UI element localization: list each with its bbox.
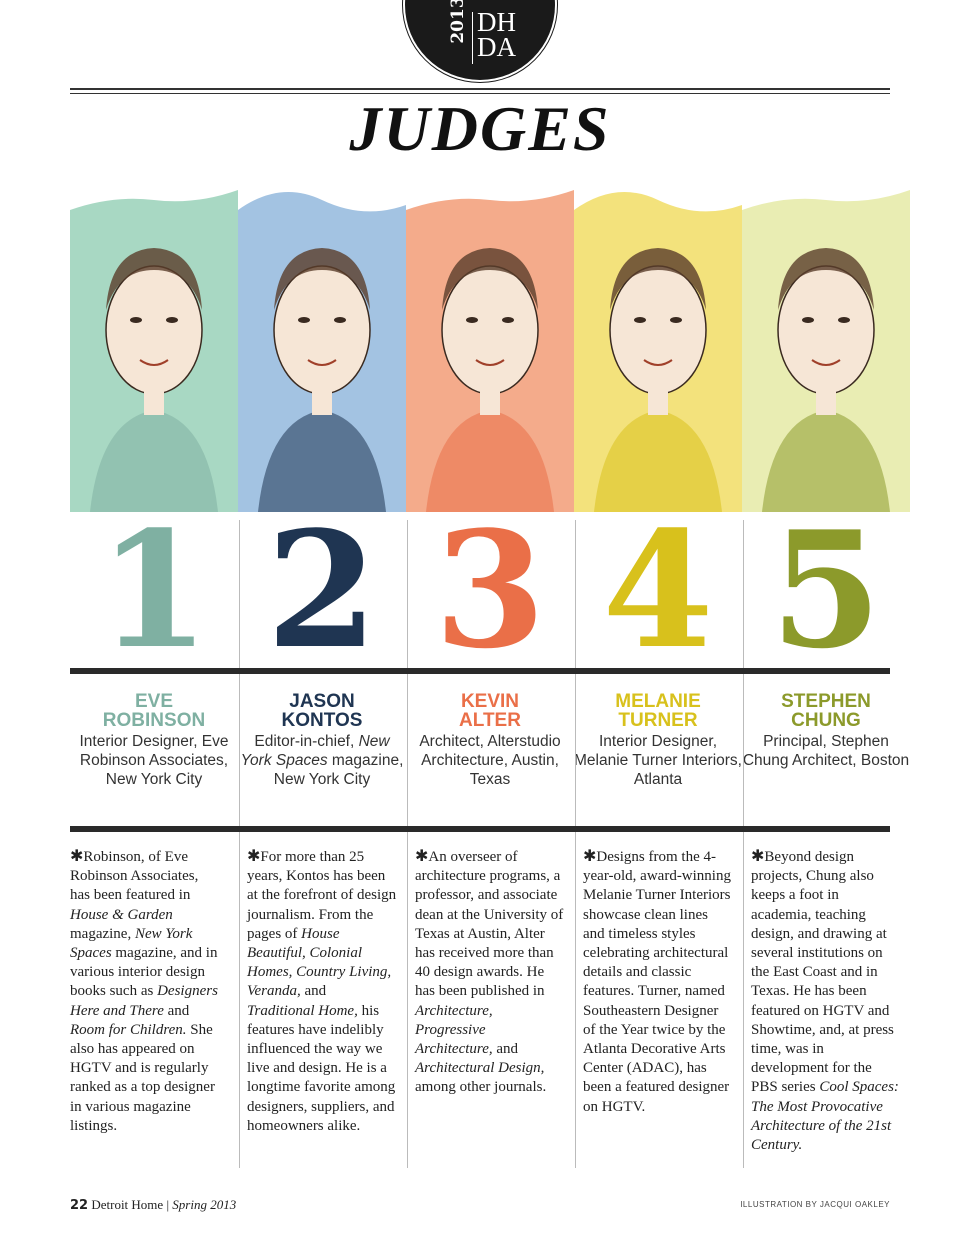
italic-title: Cool Spaces: The Most Provocative Archit… [751,1079,899,1154]
top-rule-thin [70,93,890,94]
column-divider [575,674,576,826]
text-segment: and [163,1002,190,1019]
judge-role: Interior Designer, Melanie Turner Interi… [574,732,742,789]
judge-bio: ✱Beyond design projects, Chung also keep… [751,846,901,1155]
judge-number: 4 [602,496,714,684]
italic-title: Traditional Home, [247,1002,358,1019]
judge-name: KEVIN ALTER [459,691,521,731]
text-segment: Robinson, of Eve Robinson Associates, ha… [70,849,199,904]
text-segment: among other journals. [415,1079,547,1096]
judge-bio: ✱An overseer of architecture programs, a… [415,846,565,1098]
divider-bar [70,826,890,832]
judge-name-block: EVE ROBINSON Interior Designer, Eve Robins… [70,692,238,789]
judge-portrait [742,170,910,512]
top-rule [70,88,890,90]
italic-title: Designers Here and There [70,983,218,1019]
judge-name-block: KEVIN ALTER Architect, Alterstudio Archite… [406,692,574,789]
judge-bio: ✱For more than 25 years, Kontos has been… [247,846,397,1136]
column-divider [575,520,576,668]
divider-bar [70,668,890,674]
asterisk-icon: ✱ [751,846,765,865]
judge-name-block: JASON KONTOS Editor-in-chief, New York Spa… [238,692,406,789]
text-segment: Designs from the 4-year-old, award-winni… [583,849,731,1115]
judge-name: STEPHEN CHUNG [781,691,871,731]
judge-name-block: STEPHEN CHUNG Principal, Stephen Chung Arc… [742,692,910,770]
column-divider [407,674,408,826]
illustration-credit: ILLUSTRATION BY JACQUI OAKLEY [740,1200,890,1209]
text-segment: An overseer of architecture programs, a … [415,849,564,1000]
text-segment: Beyond design projects, Chung also keeps… [751,849,894,1096]
judge-role: Principal, Stephen Chung Architect, Bost… [742,732,910,770]
page-title: JUDGES [349,93,611,164]
column-divider [743,832,744,1168]
judge-portrait [70,170,238,512]
text-segment: For more than 25 years, Kontos has been … [247,849,397,942]
judge-portrait [406,170,574,512]
italic-title: House Beautiful, Colonial Homes, Country… [247,925,392,1000]
italic-title: Architecture, Progressive Architecture, [415,1002,493,1058]
column-divider [407,832,408,1168]
judge-role: Architect, Alterstudio Architecture, Aus… [406,732,574,789]
asterisk-icon: ✱ [247,846,261,865]
column-divider [575,832,576,1168]
asterisk-icon: ✱ [70,846,84,865]
italic-title: New York Spaces [70,925,193,962]
italic-title: Architectural Design, [415,1060,545,1077]
italic-title: House & Garden [70,906,173,923]
text-segment: his features have indelibly influenced t… [247,1002,396,1134]
text-segment: Architect, Alterstudio Architecture, Aus… [419,733,561,788]
text-segment: Editor-in-chief, [254,733,359,750]
text-segment: and [492,1041,519,1058]
judge-role: Interior Designer, Eve Robinson Associat… [70,732,238,789]
text-segment: and [300,983,327,1000]
judge-role: Editor-in-chief, New York Spaces magazin… [238,732,406,789]
column-divider [743,674,744,826]
judge-bio: ✱Designs from the 4-year-old, award-winn… [583,846,733,1117]
judge-name: JASON KONTOS [281,691,363,731]
text-segment: Principal, Stephen Chung Architect, Bost… [742,733,910,769]
text-segment: Interior Designer, Melanie Turner Interi… [574,733,742,788]
asterisk-icon: ✱ [583,846,597,865]
text-segment: She also has appeared on HGTV and is reg… [70,1021,215,1134]
logo-year: 2013 [448,0,468,44]
judge-number: 5 [770,496,882,684]
column-divider [743,520,744,668]
judge-number: 1 [98,496,210,684]
logo-divider [472,12,473,64]
judge-number: 3 [434,496,546,684]
text-segment: Interior Designer, Eve Robinson Associat… [79,733,229,788]
judge-bio: ✱Robinson, of Eve Robinson Associates, h… [70,846,220,1136]
footer-folio: 22 Detroit Home | Spring 2013 [70,1197,237,1213]
judge-name: EVE ROBINSON [102,691,206,731]
column-divider [239,832,240,1168]
column-divider [407,520,408,668]
column-divider [239,674,240,826]
logo-text: DH DA [477,7,516,62]
judge-number: 2 [266,496,378,684]
judge-name: MELANIE TURNER [615,691,701,731]
column-divider [239,520,240,668]
text-segment: magazine, and in various interior design… [70,945,218,1000]
asterisk-icon: ✱ [415,846,429,865]
italic-title: Room for Children. [70,1021,187,1038]
text-segment: magazine, New York City [273,752,404,788]
judge-name-block: MELANIE TURNER Interior Designer, Melanie … [574,692,742,789]
dhda-logo: 2013 DH DA [405,0,555,80]
text-segment: magazine, [70,925,135,942]
judge-portrait [238,170,406,512]
judge-portrait [574,170,742,512]
italic-title: New York Spaces [240,733,390,769]
